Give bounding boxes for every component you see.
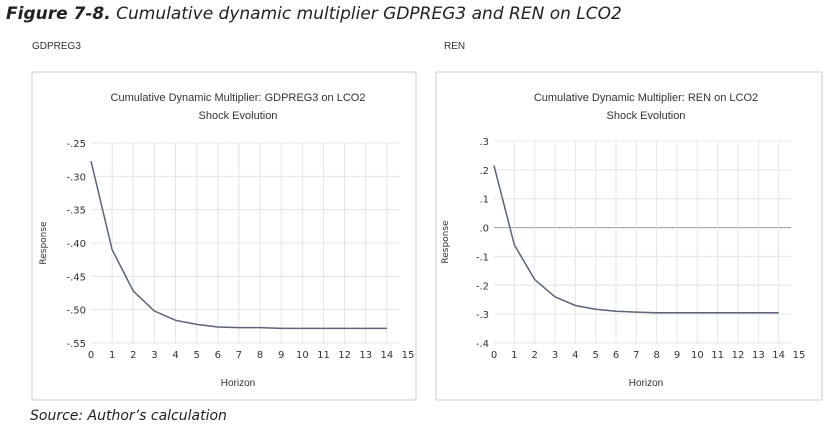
x-tick-label: 4 [172, 350, 178, 361]
x-tick-label: 4 [572, 350, 578, 361]
x-tick-label: 13 [359, 350, 372, 361]
x-tick-label: 15 [793, 350, 806, 361]
y-tick-label: -.1 [476, 252, 489, 263]
figure-number: Figure 7-8. [6, 4, 111, 24]
y-axis-label: Response [39, 221, 49, 265]
x-tick-label: 5 [592, 350, 598, 361]
x-tick-label: 3 [151, 350, 157, 361]
x-tick-label: 0 [88, 350, 94, 361]
y-tick-label: -.50 [66, 306, 86, 317]
figure-caption: Figure 7-8. Cumulative dynamic multiplie… [6, 4, 622, 24]
y-tick-label: -.2 [476, 281, 489, 292]
panel-label-ren: REN [444, 41, 466, 52]
x-tick-label: 12 [338, 350, 351, 361]
x-tick-label: 0 [491, 350, 497, 361]
x-axis-label: Horizon [629, 378, 663, 389]
y-tick-label: .2 [479, 166, 489, 177]
x-tick-label: 15 [402, 350, 415, 361]
x-tick-label: 8 [257, 350, 263, 361]
x-tick-label: 2 [531, 350, 537, 361]
y-tick-label: -.30 [66, 172, 86, 183]
y-tick-label: .1 [479, 195, 489, 206]
y-tick-label: .0 [479, 224, 489, 235]
x-tick-label: 11 [317, 350, 330, 361]
y-tick-label: -.25 [66, 139, 86, 150]
x-tick-label: 5 [193, 350, 199, 361]
y-tick-label: -.45 [66, 272, 86, 283]
y-tick-label: .3 [479, 137, 489, 148]
x-tick-label: 7 [633, 350, 639, 361]
x-tick-label: 10 [296, 350, 309, 361]
x-tick-label: 8 [653, 350, 659, 361]
y-tick-label: -.55 [66, 339, 86, 350]
x-tick-label: 1 [109, 350, 115, 361]
y-tick-label: -.40 [66, 239, 86, 250]
x-tick-label: 12 [732, 350, 745, 361]
x-tick-label: 2 [130, 350, 136, 361]
chart-frame [435, 71, 823, 401]
chart-title: Cumulative Dynamic Multiplier: REN on LC… [534, 92, 758, 104]
source-note: Source: Author’s calculation [30, 408, 227, 424]
y-tick-label: -.3 [476, 310, 489, 321]
figure-caption-text: Cumulative dynamic multiplier GDPREG3 an… [116, 4, 622, 24]
x-tick-label: 11 [711, 350, 724, 361]
x-tick-label: 14 [380, 350, 393, 361]
x-tick-label: 10 [691, 350, 704, 361]
x-tick-label: 3 [552, 350, 558, 361]
x-tick-label: 9 [278, 350, 284, 361]
chart-subtitle: Shock Evolution [199, 110, 278, 122]
y-tick-label: -.35 [66, 206, 86, 217]
x-tick-label: 9 [674, 350, 680, 361]
x-tick-label: 1 [511, 350, 517, 361]
x-tick-label: 7 [236, 350, 242, 361]
y-tick-label: -.4 [476, 339, 489, 350]
chart-subtitle: Shock Evolution [607, 110, 686, 122]
x-tick-label: 6 [215, 350, 221, 361]
x-axis-label: Horizon [221, 378, 255, 389]
chart-frame [31, 71, 417, 401]
x-tick-label: 6 [613, 350, 619, 361]
x-tick-label: 13 [752, 350, 765, 361]
y-axis-label: Response [441, 220, 451, 264]
chart-title: Cumulative Dynamic Multiplier: GDPREG3 o… [111, 92, 366, 104]
panel-label-gdpreg3: GDPREG3 [32, 41, 81, 52]
x-tick-label: 14 [772, 350, 785, 361]
